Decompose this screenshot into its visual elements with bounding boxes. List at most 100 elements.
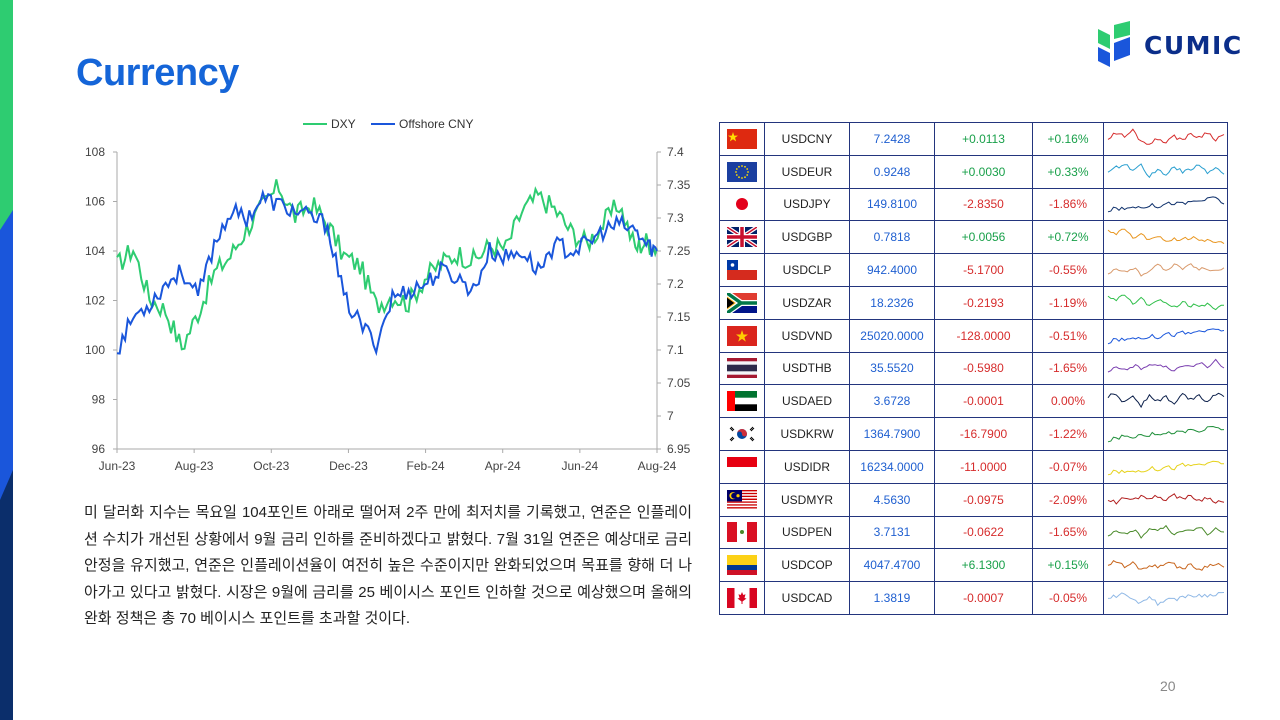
x-tick-label: Aug-24 [638,459,677,473]
left-accent-bar [0,0,13,720]
canada-flag-icon [720,588,764,609]
sparkline [1103,154,1228,189]
currency-pair: USDPEN [764,515,850,550]
left-y-tick-label: 98 [92,393,106,407]
fx-change-percent: -1.19% [1032,285,1104,320]
fx-row: USDEUR 0.9248 +0.0030 +0.33% [719,154,1228,189]
fx-row: USDCOP 4047.4700 +6.1300 +0.15% [719,548,1228,583]
sparkline [1103,449,1228,484]
flag-cell [719,482,765,517]
dxy-cny-line-chart: 96 98 100 102 104 106 108 6.95 7 7.05 7.1 7.15 7.2 7.… [85,117,690,473]
currency-pair: USDGBP [764,220,850,255]
logo-text: CUMIC [1144,30,1243,60]
uk-flag-icon [720,227,764,248]
right-y-tick-label: 7.1 [667,343,684,357]
fx-rate-value: 35.5520 [849,351,935,386]
currency-pair: USDJPY [764,187,850,222]
sparkline [1103,318,1228,353]
right-y-tick-label: 7.35 [667,178,690,192]
fx-change-percent: 0.00% [1032,384,1104,419]
flag-cell [719,449,765,484]
uae-flag-icon [720,391,764,412]
fx-row: USDCLP 942.4000 -5.1700 -0.55% [719,253,1228,287]
fx-rate-value: 7.2428 [849,122,935,156]
company-logo: CUMIC [1096,20,1243,70]
sparkline [1103,548,1228,583]
currency-pair: USDMYR [764,482,850,517]
page-title: Currency [76,52,239,94]
south-africa-flag-icon [720,292,764,313]
fx-change-percent: +0.72% [1032,220,1104,255]
left-y-tick-label: 100 [85,343,105,357]
fx-row: USDMYR 4.5630 -0.0975 -2.09% [719,482,1228,517]
left-y-tick-label: 104 [85,244,105,258]
flag-cell [719,548,765,583]
right-y-tick-label: 7 [667,409,674,423]
fx-change-percent: -1.65% [1032,351,1104,386]
sparkline [1103,384,1228,419]
fx-rate-value: 1364.7900 [849,417,935,451]
flag-cell [719,253,765,287]
fx-row: USDGBP 0.7818 +0.0056 +0.72% [719,220,1228,255]
fx-change: -0.0001 [934,384,1033,419]
left-y-tick-label: 106 [85,195,105,209]
fx-row: USDCNY 7.2428 +0.0113 +0.16% [719,122,1228,156]
vietnam-flag-icon [720,325,764,346]
sparkline [1103,253,1228,287]
fx-change-percent: -1.65% [1032,515,1104,550]
flag-cell [719,285,765,320]
right-y-tick-label: 7.3 [667,211,684,225]
fx-change: -16.7900 [934,417,1033,451]
page-number: 20 [1160,678,1176,694]
currency-pair: USDVND [764,318,850,353]
sparkline [1103,581,1228,615]
fx-change-percent: -1.22% [1032,417,1104,451]
cumic-logo-icon [1098,21,1130,67]
flag-cell [719,318,765,353]
right-y-tick-label: 7.4 [667,145,684,159]
currency-pair: USDCAD [764,581,850,615]
fx-change-percent: -0.51% [1032,318,1104,353]
fx-rate-value: 1.3819 [849,581,935,615]
flag-cell [719,581,765,615]
flag-cell [719,351,765,386]
currency-pair: USDKRW [764,417,850,451]
japan-flag-icon [720,194,764,215]
fx-rate-value: 149.8100 [849,187,935,222]
fx-change: +0.0113 [934,122,1033,156]
fx-change: -0.0622 [934,515,1033,550]
right-y-tick-label: 7.25 [667,244,690,258]
x-tick-label: Apr-24 [485,459,521,473]
sparkline [1103,285,1228,320]
fx-row: USDTHB 35.5520 -0.5980 -1.65% [719,351,1228,386]
left-y-tick-label: 96 [92,442,106,456]
currency-pair: USDTHB [764,351,850,386]
fx-row: USDVND 25020.0000 -128.0000 -0.51% [719,318,1228,353]
right-y-tick-label: 7.15 [667,310,690,324]
right-y-tick-label: 7.2 [667,277,684,291]
flag-cell [719,417,765,451]
dxy-series-line [116,179,658,351]
chile-flag-icon [720,260,764,281]
sparkline [1103,187,1228,222]
fx-rates-table: USDCNY 7.2428 +0.0113 +0.16% USDEUR 0.9248 +0.… [719,122,1228,615]
legend-dxy-label: DXY [331,117,356,131]
fx-rate-value: 16234.0000 [849,449,935,484]
fx-change-percent: -2.09% [1032,482,1104,517]
fx-change: -5.1700 [934,253,1033,287]
china-flag-icon [720,128,764,149]
fx-row: USDKRW 1364.7900 -16.7900 -1.22% [719,417,1228,451]
currency-pair: USDCOP [764,548,850,583]
fx-change: -0.0007 [934,581,1033,615]
sparkline [1103,122,1228,156]
commentary-paragraph: 미 달러화 지수는 목요일 104포인트 아래로 떨어져 2주 만에 최저치를 … [84,504,692,627]
fx-row: USDJPY 149.8100 -2.8350 -1.86% [719,187,1228,222]
fx-change-percent: -0.05% [1032,581,1104,615]
fx-change: -0.0975 [934,482,1033,517]
left-y-tick-label: 102 [85,294,105,308]
currency-pair: USDAED [764,384,850,419]
x-tick-label: Jun-24 [562,459,599,473]
fx-change-percent: -0.55% [1032,253,1104,287]
fx-row: USDCAD 1.3819 -0.0007 -0.05% [719,581,1228,615]
fx-rate-value: 942.4000 [849,253,935,287]
